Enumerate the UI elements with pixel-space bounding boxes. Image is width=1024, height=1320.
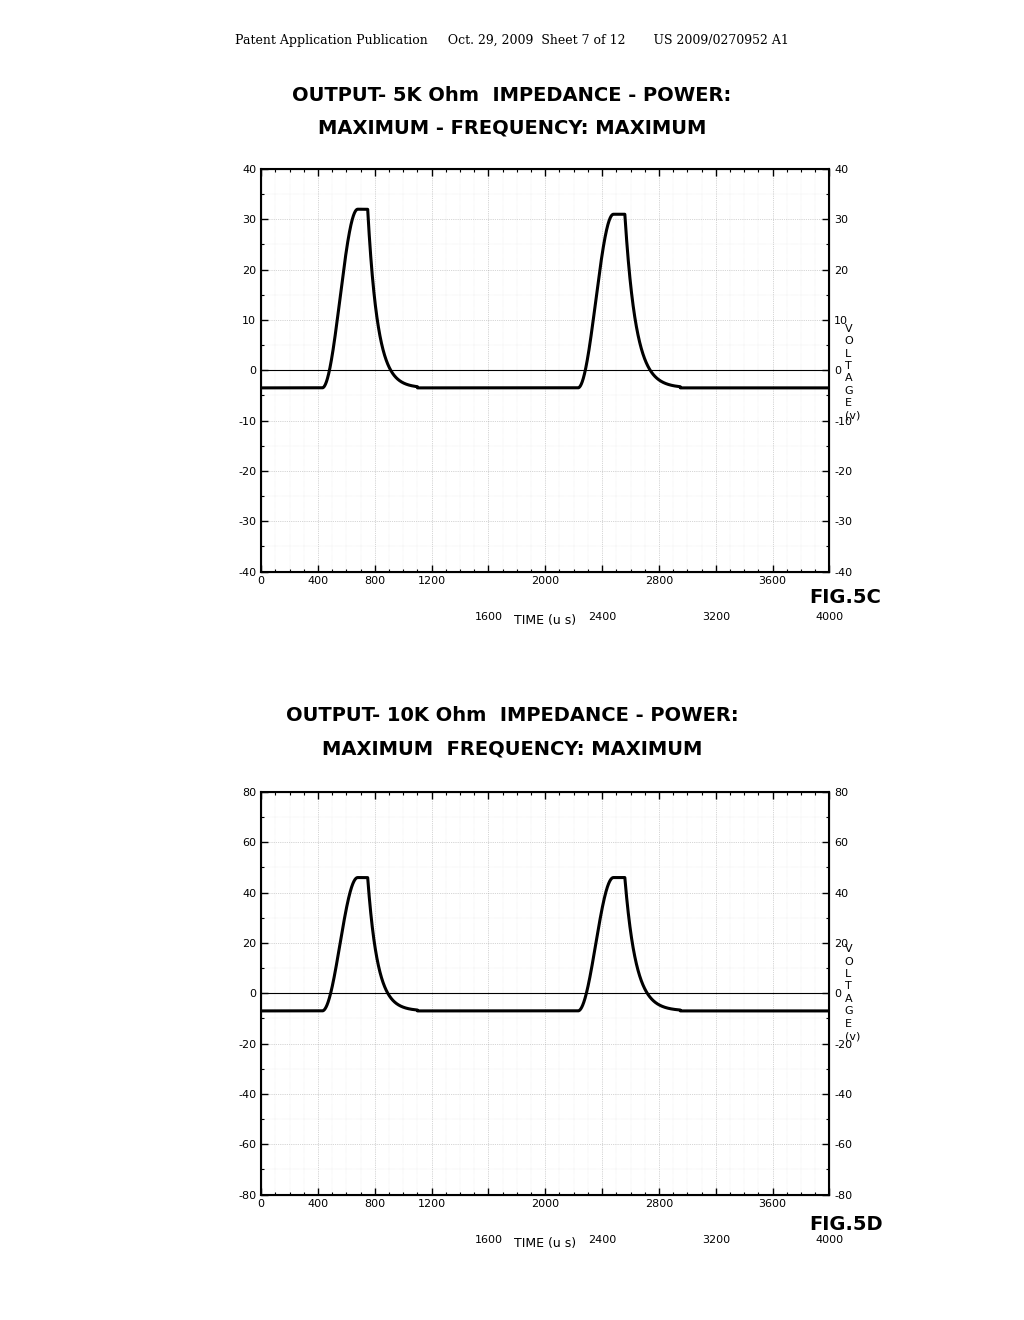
Text: OUTPUT- 10K Ohm  IMPEDANCE - POWER:: OUTPUT- 10K Ohm IMPEDANCE - POWER: (286, 706, 738, 725)
Text: 1600: 1600 (474, 612, 503, 622)
Text: MAXIMUM  FREQUENCY: MAXIMUM: MAXIMUM FREQUENCY: MAXIMUM (322, 739, 702, 758)
Text: 2400: 2400 (588, 612, 616, 622)
Text: 4000: 4000 (815, 1236, 844, 1245)
X-axis label: TIME (u s): TIME (u s) (514, 1237, 577, 1250)
Text: 4000: 4000 (815, 612, 844, 622)
Text: FIG.5D: FIG.5D (809, 1216, 883, 1234)
Text: 3200: 3200 (701, 1236, 730, 1245)
Text: OUTPUT- 5K Ohm  IMPEDANCE - POWER:: OUTPUT- 5K Ohm IMPEDANCE - POWER: (293, 86, 731, 104)
Text: FIG.5C: FIG.5C (809, 589, 881, 607)
Text: 1600: 1600 (474, 1236, 503, 1245)
X-axis label: TIME (u s): TIME (u s) (514, 614, 577, 627)
Text: MAXIMUM - FREQUENCY: MAXIMUM: MAXIMUM - FREQUENCY: MAXIMUM (317, 119, 707, 137)
Text: 3200: 3200 (701, 612, 730, 622)
Text: Patent Application Publication     Oct. 29, 2009  Sheet 7 of 12       US 2009/02: Patent Application Publication Oct. 29, … (236, 34, 788, 48)
Text: V
O
L
T
A
G
E
(v): V O L T A G E (v) (845, 944, 860, 1041)
Text: 2400: 2400 (588, 1236, 616, 1245)
Text: V
O
L
T
A
G
E
(v): V O L T A G E (v) (845, 323, 860, 421)
